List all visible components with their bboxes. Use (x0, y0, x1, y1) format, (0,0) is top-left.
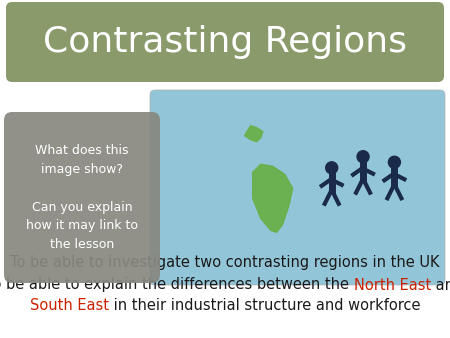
FancyBboxPatch shape (4, 112, 160, 283)
Text: North East: North East (354, 277, 431, 292)
Text: in their industrial structure and workforce: in their industrial structure and workfo… (109, 297, 420, 313)
FancyBboxPatch shape (6, 2, 444, 82)
Circle shape (357, 151, 369, 163)
Text: To be able to investigate two contrasting regions in the UK: To be able to investigate two contrastin… (10, 255, 440, 269)
Polygon shape (253, 164, 292, 232)
Text: and: and (431, 277, 450, 292)
Polygon shape (245, 126, 263, 142)
Text: To be able to explain the differences between the: To be able to explain the differences be… (0, 277, 354, 292)
Text: Contrasting Regions: Contrasting Regions (43, 25, 407, 59)
Circle shape (388, 156, 401, 168)
Text: What does this
image show?

Can you explain
how it may link to
the lesson: What does this image show? Can you expla… (26, 144, 138, 251)
Text: South East: South East (30, 297, 109, 313)
Circle shape (326, 162, 338, 174)
FancyBboxPatch shape (150, 90, 445, 285)
